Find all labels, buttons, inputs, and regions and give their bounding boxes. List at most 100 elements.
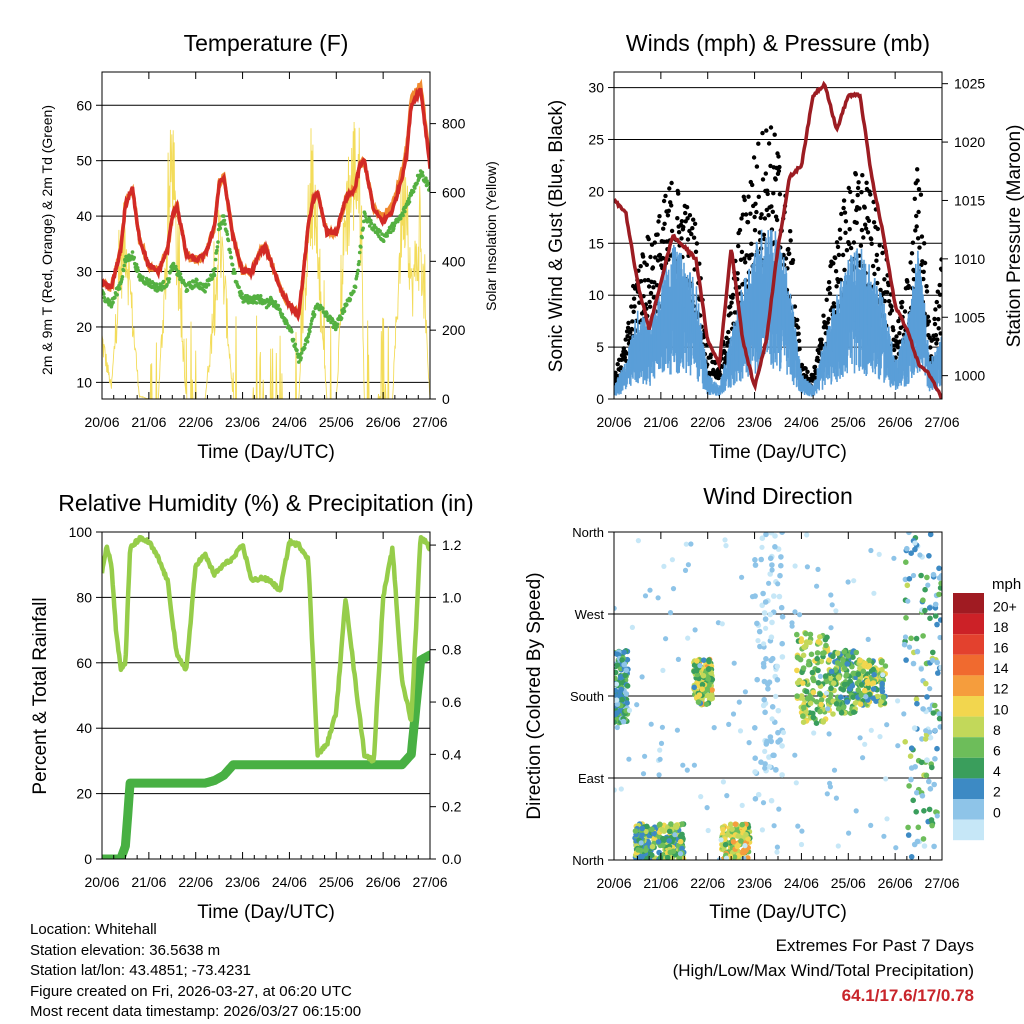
gust-point [735, 271, 740, 276]
direction-point [908, 776, 914, 783]
humidity-x-tick-label: 22/06 [178, 874, 213, 890]
direction-point [870, 666, 876, 673]
direction-point [906, 576, 913, 582]
dewpoint-point [117, 286, 122, 291]
gust-point [856, 180, 861, 185]
direction-point [684, 767, 690, 773]
dewpoint-point [121, 268, 126, 273]
gust-point [737, 227, 743, 233]
direction-point [906, 532, 912, 536]
direction-point [742, 843, 748, 849]
direction-point [666, 828, 673, 835]
gust-point [669, 203, 674, 208]
gust-point [745, 220, 751, 225]
direction-point [767, 571, 773, 577]
direction-point [931, 781, 937, 788]
pressure-y2-tick-label: 1010 [954, 251, 985, 267]
direction-point [807, 631, 814, 638]
direction-point [752, 796, 759, 802]
gust-point [740, 212, 746, 217]
pressure-line [614, 80, 942, 399]
direction-point [763, 656, 769, 662]
direction-y-tick-label: North [572, 525, 604, 540]
dewpoint-point [174, 267, 179, 272]
gust-point [848, 245, 854, 251]
dewpoint-point [230, 262, 235, 267]
winds-x-tick-label: 20/06 [596, 414, 631, 430]
direction-point [846, 830, 852, 836]
direction-point [914, 789, 920, 796]
gust-point [648, 254, 653, 260]
direction-point [685, 635, 691, 641]
direction-point [833, 701, 840, 707]
winds-x-tick-label: 23/06 [737, 414, 772, 430]
direction-point [739, 802, 745, 809]
direction-point [672, 832, 678, 838]
direction-point [731, 854, 738, 860]
gust-point [770, 209, 775, 214]
gust-point [844, 248, 850, 253]
direction-point [762, 709, 768, 716]
winds-y-tick-label: 10 [588, 287, 604, 303]
gust-point [803, 366, 808, 371]
solar-y2-tick-label: 800 [442, 116, 466, 132]
gust-point [615, 362, 620, 367]
direction-point [800, 680, 806, 686]
gust-point [743, 260, 748, 265]
direction-point [666, 838, 672, 844]
direction-point [777, 572, 783, 579]
direction-point [805, 661, 812, 668]
direction-point [920, 836, 927, 842]
dewpoint-point [367, 224, 372, 228]
gust-point [848, 189, 853, 195]
direction-point [930, 657, 936, 664]
direction-point [804, 532, 810, 538]
direction-point [694, 658, 700, 664]
direction-point [759, 827, 766, 833]
gust-point [749, 252, 754, 257]
direction-point [677, 851, 684, 857]
direction-point [793, 780, 799, 786]
direction-point [743, 831, 749, 838]
gust-point [838, 236, 843, 241]
direction-point [766, 580, 772, 586]
gust-point [939, 257, 942, 262]
gust-point [662, 221, 667, 226]
direction-point [910, 660, 917, 667]
direction-point [895, 698, 901, 704]
direction-point [904, 545, 910, 552]
direction-point [765, 686, 771, 692]
gust-point [693, 249, 699, 254]
winds-y-label: Sonic Wind & Gust (Blue, Black) [546, 100, 567, 372]
dewpoint-point [391, 226, 396, 231]
gust-point [910, 240, 916, 245]
direction-point [732, 821, 739, 827]
direction-point [639, 825, 645, 832]
direction-point [930, 649, 936, 656]
gust-point [891, 327, 896, 333]
colorbar-swatch [953, 634, 984, 655]
gust-point [815, 355, 820, 360]
gust-point [921, 276, 926, 282]
gust-point [892, 347, 897, 353]
direction-panel: Wind Direction 20/06 21/06 22/06 23/06 24/06… [524, 483, 1021, 923]
data-timestamp: Most recent data timestamp: 2026/03/27 0… [30, 1003, 362, 1020]
dewpoint-point [132, 255, 136, 260]
dewpoint-point [102, 292, 106, 296]
direction-point [704, 692, 711, 699]
direction-point [762, 765, 768, 771]
direction-point [807, 700, 814, 707]
direction-point [938, 580, 942, 587]
extremes-values: 64.1/17.6/17/0.78 [841, 986, 974, 1005]
direction-point [823, 690, 830, 696]
colorbar-label: 16 [993, 640, 1009, 656]
dewpoint-point [356, 268, 360, 273]
direction-point [775, 707, 782, 714]
direction-point [659, 724, 666, 730]
gust-point [744, 253, 749, 258]
winds-y-tick-label: 5 [596, 339, 604, 355]
gust-point [918, 192, 924, 197]
dewpoint-point [291, 337, 296, 342]
dewpoint-point [293, 342, 298, 347]
dewpoint-point [331, 318, 335, 323]
